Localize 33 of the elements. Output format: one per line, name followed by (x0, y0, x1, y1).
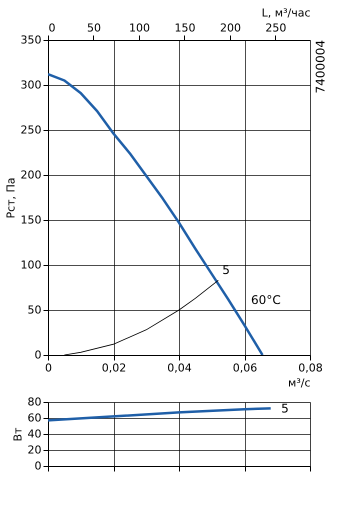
x-tick-label: 0,04 (167, 362, 192, 374)
x2-tick-label: 50 (86, 22, 101, 34)
annotation: 5 (222, 262, 230, 277)
annotation: 5 (281, 401, 289, 416)
x-axis-title: м³/с (288, 376, 310, 390)
y-axis-title: Pст, Па (4, 177, 18, 219)
y-tick-label: 80 (28, 396, 42, 408)
x-tick-label: 0,06 (232, 362, 258, 374)
x-tick-label: 0,02 (102, 362, 126, 374)
y-tick-label: 0 (34, 460, 42, 472)
y-tick-label: 300 (20, 78, 42, 92)
x-tick-label: 0 (45, 362, 52, 374)
y-tick-label: 0 (34, 348, 42, 362)
y-tick-label: 250 (20, 124, 42, 136)
x2-tick-label: 100 (128, 22, 150, 34)
x-tick-label: 0,08 (298, 362, 323, 374)
y-tick-label: 50 (28, 304, 42, 316)
y-tick-label: 150 (20, 214, 42, 226)
x2-tick-label: 250 (265, 22, 286, 34)
y-tick-label: 200 (20, 168, 42, 182)
y-tick-label: 100 (20, 258, 42, 272)
y-tick-label: 20 (28, 444, 42, 456)
annotation: 60°C (251, 292, 281, 307)
text: 7400004 (313, 40, 328, 94)
line-series (48, 407, 272, 422)
x2-tick-label: 200 (220, 22, 241, 34)
y-axis-title: Вт (12, 426, 25, 442)
y-tick-label: 350 (20, 34, 42, 46)
x2-tick-label: 0 (48, 22, 56, 34)
x2-tick-label: 150 (174, 22, 196, 34)
y-tick-label: 40 (28, 428, 42, 440)
y-tick-label: 60 (28, 412, 42, 424)
x2-axis-title: L, м³/час (262, 6, 310, 20)
